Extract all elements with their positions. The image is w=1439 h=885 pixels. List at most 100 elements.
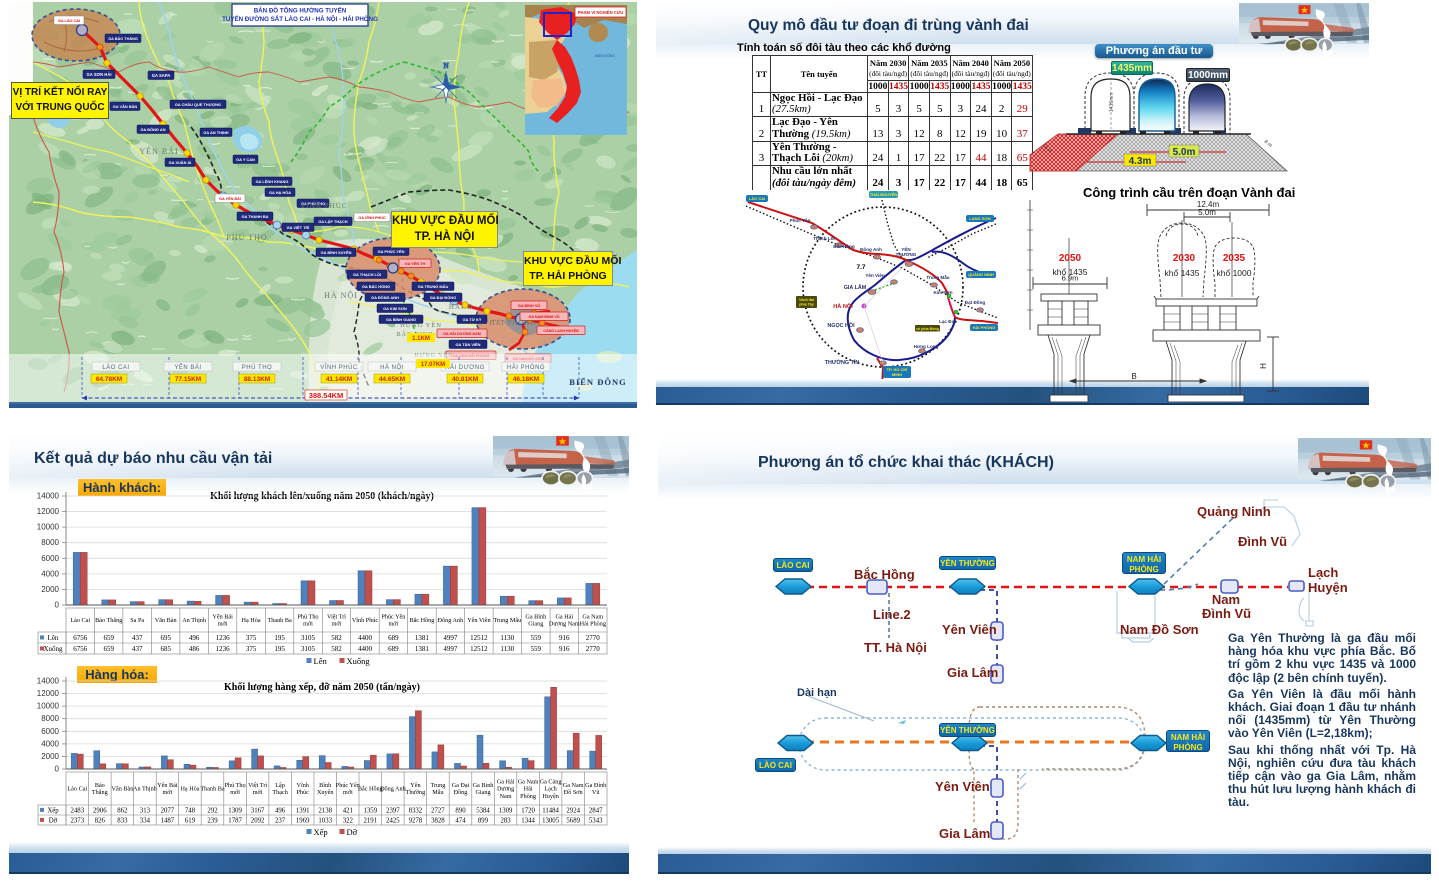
svg-text:GA LÀO CAI: GA LÀO CAI: [58, 18, 80, 23]
svg-text:VĨNH PHÚC: VĨNH PHÚC: [320, 364, 358, 371]
svg-text:237: 237: [275, 817, 286, 824]
svg-text:375: 375: [246, 634, 257, 642]
svg-text:GA KIM SƠN: GA KIM SƠN: [383, 306, 407, 311]
svg-text:Ga Hải: Ga Hải: [555, 614, 573, 621]
svg-text:BIỂN ĐÔNG: BIỂN ĐÔNG: [595, 53, 615, 58]
svg-text:1344: 1344: [521, 817, 535, 824]
svg-text:582: 582: [331, 645, 342, 653]
svg-text:1381: 1381: [415, 634, 430, 642]
svg-text:6000: 6000: [41, 554, 59, 563]
svg-text:474: 474: [455, 817, 466, 824]
svg-text:559: 559: [531, 645, 542, 653]
svg-text:Đông Anh: Đông Anh: [438, 617, 465, 624]
svg-text:14000: 14000: [37, 492, 60, 501]
svg-text:195: 195: [274, 645, 285, 653]
svg-text:VĨNH PHÚC: VĨNH PHÚC: [301, 202, 348, 210]
svg-text:Hạ Hòa: Hạ Hòa: [180, 786, 199, 793]
svg-text:2425: 2425: [386, 817, 400, 824]
svg-text:0: 0: [55, 601, 60, 610]
svg-text:2030: 2030: [1173, 253, 1196, 264]
svg-text:437: 437: [132, 645, 143, 653]
svg-text:8 m: 8 m: [1263, 139, 1273, 149]
svg-text:0: 0: [55, 765, 60, 774]
svg-text:239: 239: [207, 817, 218, 824]
svg-text:mới: mới: [388, 621, 398, 628]
svg-text:12000: 12000: [37, 689, 60, 698]
svg-text:689: 689: [388, 634, 399, 642]
svg-text:Việt Trì: Việt Trì: [327, 614, 346, 621]
svg-text:8 m: 8 m: [1043, 145, 1053, 155]
svg-text:890: 890: [455, 807, 466, 814]
svg-text:HẢI PHÒNG: HẢI PHÒNG: [489, 319, 536, 327]
svg-text:2000: 2000: [41, 752, 59, 761]
svg-text:292: 292: [207, 807, 218, 814]
svg-text:Huyện: Huyện: [542, 793, 559, 800]
svg-text:Vĩnh: Vĩnh: [297, 782, 310, 789]
svg-text:40.81KM: 40.81KM: [452, 376, 478, 383]
svg-text:Xuống: Xuống: [43, 645, 63, 653]
svg-text:PHẠM VI NGHIÊN CỨU: PHẠM VI NGHIÊN CỨU: [578, 10, 624, 15]
svg-text:Ga Đại: Ga Đại: [452, 782, 470, 789]
svg-text:2077: 2077: [161, 807, 175, 814]
svg-text:1236: 1236: [216, 645, 231, 653]
svg-text:Yên Viên: Yên Viên: [865, 273, 885, 278]
svg-text:4000: 4000: [41, 569, 59, 578]
svg-text:Sa Pa: Sa Pa: [130, 617, 144, 624]
svg-text:437: 437: [132, 634, 143, 642]
svg-text:GA BẮC HỒNG: GA BẮC HỒNG: [362, 284, 390, 289]
svg-text:3828: 3828: [431, 817, 445, 824]
svg-text:mới: mới: [162, 789, 172, 796]
svg-text:659: 659: [103, 645, 114, 653]
svg-text:8000: 8000: [41, 714, 59, 723]
svg-text:GA HẢI DƯƠNG NAM: GA HẢI DƯƠNG NAM: [443, 331, 481, 336]
svg-text:Dương: Dương: [497, 786, 514, 793]
svg-text:PHÚ THỌ: PHÚ THỌ: [242, 364, 272, 371]
svg-text:GA TỪ KỲ: GA TỪ KỲ: [463, 317, 482, 322]
svg-text:Thanh Ba: Thanh Ba: [200, 786, 224, 793]
svg-text:862: 862: [117, 807, 128, 814]
svg-text:Yên Bái: Yên Bái: [212, 614, 233, 621]
svg-text:496: 496: [275, 807, 286, 814]
svg-text:Ga Nam: Ga Nam: [563, 782, 584, 789]
svg-text:phía Tây: phía Tây: [799, 303, 814, 307]
svg-text:GA XUÂN ÁI: GA XUÂN ÁI: [169, 160, 192, 165]
svg-text:mới: mới: [230, 789, 240, 796]
svg-text:685: 685: [160, 645, 171, 653]
svg-text:6756: 6756: [73, 634, 88, 642]
svg-text:695: 695: [160, 634, 171, 642]
svg-text:Ga Nam: Ga Nam: [518, 778, 539, 785]
svg-text:3105: 3105: [301, 645, 316, 653]
svg-text:Yên: Yên: [410, 782, 420, 789]
svg-text:1.1KM: 1.1KM: [412, 336, 430, 342]
svg-text:PHÚ THỌ: PHÚ THỌ: [226, 232, 267, 242]
svg-text:Nam: Nam: [500, 793, 512, 800]
svg-text:4997: 4997: [443, 645, 458, 653]
svg-text:12000: 12000: [37, 507, 60, 516]
svg-text:1787: 1787: [228, 817, 242, 824]
svg-text:GIA LÂM: GIA LÂM: [844, 284, 867, 291]
svg-text:mới: mới: [218, 621, 228, 628]
svg-text:HẢI PHÒNG: HẢI PHÒNG: [507, 364, 545, 371]
svg-text:Thắng: Thắng: [92, 789, 108, 796]
svg-text:2035: 2035: [1223, 253, 1246, 264]
svg-text:375: 375: [246, 645, 257, 653]
svg-text:GA TÂN VIÊN: GA TÂN VIÊN: [456, 342, 481, 347]
svg-text:HÀ NỘI: HÀ NỘI: [324, 290, 358, 300]
svg-text:Xuống: Xuống: [347, 656, 371, 666]
svg-text:khổ 1435: khổ 1435: [1053, 267, 1088, 277]
svg-text:Lạc Đạo: Lạc Đạo: [939, 319, 957, 324]
svg-text:B: B: [1131, 372, 1136, 381]
svg-text:TP. HỒ CHÍ: TP. HỒ CHÍ: [887, 367, 909, 372]
svg-text:Thường: Thường: [406, 789, 426, 796]
svg-text:Bình: Bình: [319, 782, 332, 789]
svg-text:Đông Anh: Đông Anh: [860, 247, 882, 252]
svg-text:10000: 10000: [37, 702, 60, 711]
svg-text:GA ĐÔNG ANH: GA ĐÔNG ANH: [371, 295, 399, 300]
svg-text:334: 334: [140, 817, 151, 824]
svg-text:1359: 1359: [364, 807, 378, 814]
svg-text:YÊN BÁI: YÊN BÁI: [139, 146, 178, 156]
svg-text:Phòng: Phòng: [520, 793, 536, 800]
svg-text:2397: 2397: [386, 807, 400, 814]
svg-text:Ga Bình: Ga Bình: [473, 782, 495, 789]
svg-text:GA ĐÔNG AN: GA ĐÔNG AN: [141, 127, 166, 132]
